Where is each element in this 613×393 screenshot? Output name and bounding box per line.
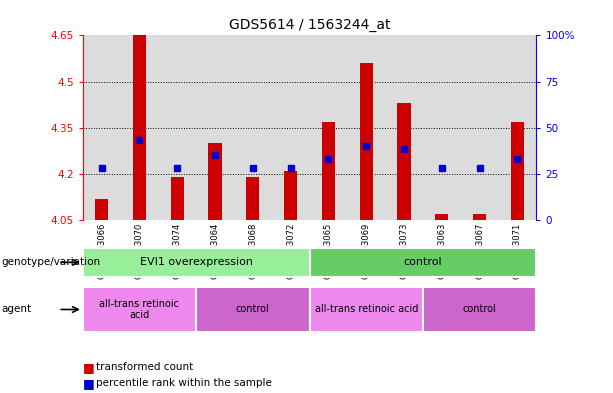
Text: all-trans retinoic acid: all-trans retinoic acid <box>314 305 418 314</box>
Text: control: control <box>463 305 497 314</box>
Text: agent: agent <box>1 305 31 314</box>
Text: transformed count: transformed count <box>96 362 194 373</box>
Bar <box>133 35 146 220</box>
Text: EVI1 overexpression: EVI1 overexpression <box>140 257 253 267</box>
Text: percentile rank within the sample: percentile rank within the sample <box>96 378 272 388</box>
Title: GDS5614 / 1563244_at: GDS5614 / 1563244_at <box>229 18 390 31</box>
Text: control: control <box>236 305 270 314</box>
Text: genotype/variation: genotype/variation <box>1 257 101 267</box>
Text: control: control <box>403 257 443 267</box>
Bar <box>435 214 449 220</box>
Text: ■: ■ <box>83 376 94 390</box>
Bar <box>83 287 196 332</box>
Bar <box>310 287 423 332</box>
Bar <box>511 121 524 220</box>
Bar <box>83 248 310 277</box>
Bar <box>208 143 222 220</box>
Bar <box>284 171 297 220</box>
Bar <box>322 121 335 220</box>
Text: ■: ■ <box>83 361 94 374</box>
Bar <box>397 103 411 220</box>
Bar <box>196 287 310 332</box>
Bar <box>246 177 259 220</box>
Bar <box>95 198 109 220</box>
Bar <box>310 248 536 277</box>
Bar <box>473 214 486 220</box>
Bar <box>360 63 373 220</box>
Bar <box>423 287 536 332</box>
Bar <box>170 177 184 220</box>
Text: all-trans retinoic
acid: all-trans retinoic acid <box>99 299 180 320</box>
